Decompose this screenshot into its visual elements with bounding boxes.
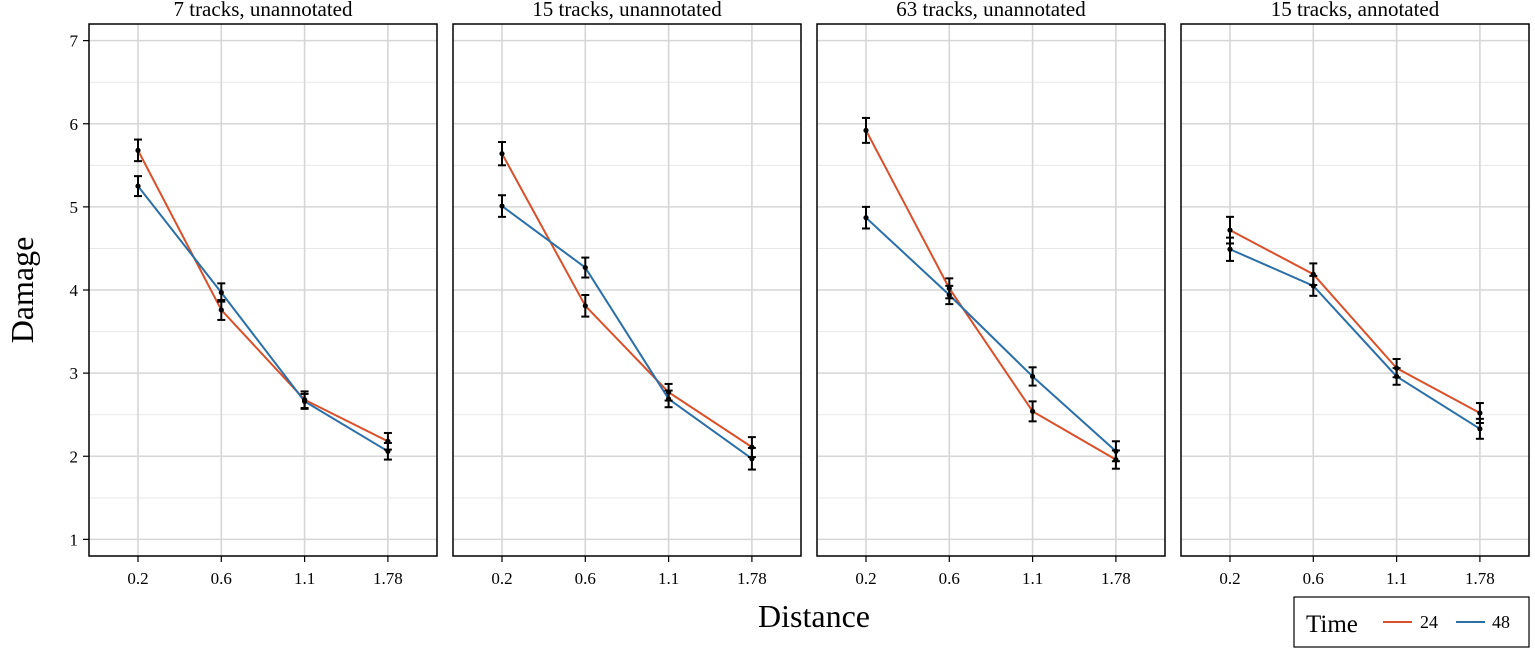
data-point-48 bbox=[1227, 246, 1233, 252]
data-point-48 bbox=[1113, 448, 1119, 454]
data-point-48 bbox=[1477, 426, 1483, 432]
x-tick-label: 1.1 bbox=[1386, 569, 1407, 588]
data-point-24 bbox=[1030, 408, 1036, 414]
x-tick-label: 1.1 bbox=[294, 569, 315, 588]
data-point-48 bbox=[582, 264, 588, 271]
series-line-48 bbox=[501, 205, 753, 460]
x-tick-label: 1.78 bbox=[373, 569, 403, 588]
x-tick-label: 0.6 bbox=[575, 569, 596, 588]
data-point-48 bbox=[946, 292, 952, 298]
series-line-24 bbox=[865, 129, 1117, 461]
series-line-24 bbox=[501, 153, 753, 448]
series-line-48 bbox=[1229, 248, 1481, 430]
data-point-48 bbox=[666, 396, 672, 402]
panel-title: 15 tracks, unannotated bbox=[532, 0, 722, 21]
data-point-24 bbox=[135, 147, 141, 153]
series-line-48 bbox=[865, 216, 1117, 453]
data-point-48 bbox=[302, 398, 308, 404]
x-tick-label: 0.2 bbox=[127, 569, 148, 588]
y-axis-title: Damage bbox=[4, 237, 40, 344]
panel-frame bbox=[452, 23, 802, 557]
data-point-24 bbox=[1477, 410, 1483, 416]
x-tick-label: 0.6 bbox=[1303, 569, 1324, 588]
x-tick-label: 0.6 bbox=[211, 569, 232, 588]
legend: Time 24 48 bbox=[1293, 596, 1530, 648]
data-point-24 bbox=[218, 307, 224, 313]
x-tick-label: 1.78 bbox=[737, 569, 767, 588]
panel-2: 15 tracks, unannotated 0.2 0.6 1.1 1.78 bbox=[452, 0, 802, 588]
y-tick-label: 1 bbox=[70, 530, 79, 549]
panel-frame bbox=[1180, 23, 1530, 557]
x-tick-label: 1.1 bbox=[658, 569, 679, 588]
series-line-24 bbox=[137, 149, 389, 443]
data-point-48 bbox=[499, 203, 505, 209]
x-tick-label: 0.2 bbox=[1219, 569, 1240, 588]
x-tick-label: 1.1 bbox=[1022, 569, 1043, 588]
data-point-48 bbox=[385, 448, 391, 454]
series-line-24 bbox=[1229, 229, 1481, 414]
data-point-24 bbox=[499, 151, 505, 157]
panel-title: 7 tracks, unannotated bbox=[173, 0, 353, 21]
data-point-48 bbox=[749, 456, 755, 462]
data-point-48 bbox=[863, 215, 869, 221]
data-point-24 bbox=[863, 127, 869, 133]
y-tick-label: 7 bbox=[70, 32, 79, 51]
legend-label-48: 48 bbox=[1492, 612, 1510, 632]
panel-1: 7 tracks, unannotated 0.2 0.6 1.1 1.78 bbox=[88, 0, 438, 588]
series-line-48 bbox=[137, 185, 389, 453]
y-tick-label: 2 bbox=[70, 447, 79, 466]
x-tick-label: 0.2 bbox=[491, 569, 512, 588]
panel-frame bbox=[816, 23, 1166, 557]
data-point-48 bbox=[1310, 283, 1316, 289]
y-tick-label: 3 bbox=[70, 364, 79, 383]
x-tick-label: 1.78 bbox=[1465, 569, 1495, 588]
data-point-48 bbox=[1394, 373, 1400, 380]
panel-title: 63 tracks, unannotated bbox=[896, 0, 1086, 21]
y-tick-label: 4 bbox=[70, 281, 79, 300]
data-point-48 bbox=[1030, 373, 1036, 380]
legend-label-24: 24 bbox=[1420, 612, 1438, 632]
data-point-48 bbox=[135, 183, 141, 189]
x-tick-label: 0.6 bbox=[939, 569, 960, 588]
data-point-24 bbox=[582, 303, 588, 309]
panel-title: 15 tracks, annotated bbox=[1271, 0, 1440, 21]
y-tick-label: 5 bbox=[70, 198, 79, 217]
legend-title: Time bbox=[1306, 611, 1358, 638]
panel-3: 63 tracks, unannotated 0.2 0.6 1.1 1.78 bbox=[816, 0, 1166, 588]
panel-4: 15 tracks, annotated 0.2 0.6 1.1 1.78 bbox=[1180, 0, 1530, 588]
data-point-24 bbox=[1227, 227, 1233, 233]
y-tick-label: 6 bbox=[70, 115, 79, 134]
data-point-48 bbox=[218, 289, 224, 296]
x-axis-title: Distance bbox=[758, 598, 870, 634]
y-axis: 1 2 3 4 5 6 7 bbox=[70, 32, 89, 549]
x-tick-label: 1.78 bbox=[1101, 569, 1131, 588]
x-tick-label: 0.2 bbox=[855, 569, 876, 588]
